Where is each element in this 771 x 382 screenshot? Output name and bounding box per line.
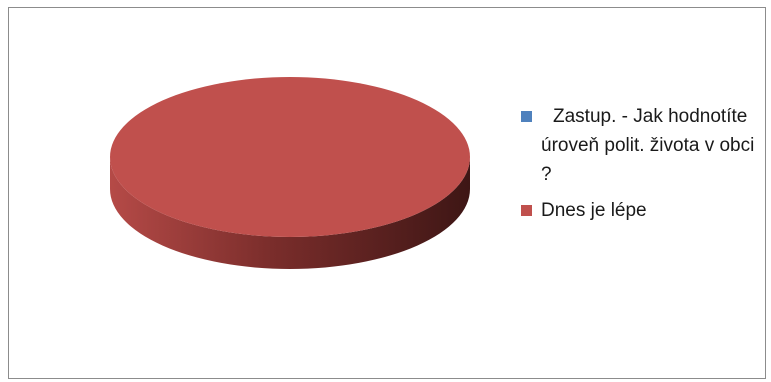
legend-item: Dnes je lépe [517, 196, 767, 225]
pie-chart [110, 77, 470, 269]
legend-swatch [521, 205, 532, 216]
legend-swatch [521, 111, 532, 122]
legend-label: Dnes je lépe [541, 200, 647, 221]
pie-slice-side [110, 157, 470, 269]
chart-area: Zastup. - Jak hodnotíte úroveň polit. ži… [8, 7, 766, 379]
legend-label: Zastup. - Jak hodnotíte úroveň polit. ži… [541, 106, 755, 185]
pie-slice [110, 77, 470, 237]
legend: Zastup. - Jak hodnotíte úroveň polit. ži… [517, 102, 767, 232]
legend-item: Zastup. - Jak hodnotíte úroveň polit. ži… [517, 102, 767, 189]
